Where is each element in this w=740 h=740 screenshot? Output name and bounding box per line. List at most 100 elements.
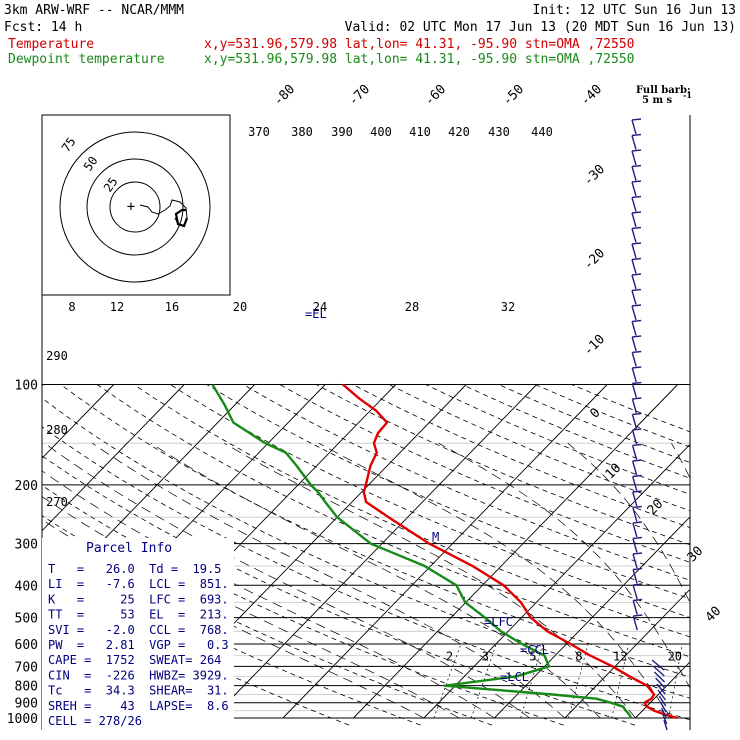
- valid-time: Valid: 02 UTC Mon 17 Jun 13 (20 MDT Sun …: [345, 20, 736, 35]
- pressure-tick-label: 1000: [7, 712, 38, 727]
- wind-barbs: [631, 118, 668, 731]
- isotherm-label: 30: [685, 544, 707, 566]
- wind-barb: [632, 598, 643, 615]
- parcel-info-row: SREH = 43 LAPSE= 8.6: [48, 699, 229, 713]
- hodograph-frame: [41, 114, 231, 296]
- dry-adiabat-line: [242, 384, 690, 726]
- isotherm-label: -50: [500, 82, 527, 109]
- wind-barb: [632, 583, 643, 600]
- dry-adiabat-line: [42, 384, 636, 726]
- wind-barb: [631, 211, 642, 228]
- mixing-ratio-label: 2: [446, 649, 453, 663]
- wind-barb: [652, 665, 665, 677]
- mixing-ratio-label: 8: [575, 649, 582, 663]
- barb-legend-label: Full barb:: [636, 85, 691, 96]
- hodograph-axis-label: 24: [313, 300, 327, 314]
- parcel-info-row: T = 26.0 Td = 19.5: [48, 562, 221, 576]
- wind-barb: [632, 567, 643, 584]
- wind-barb: [631, 459, 642, 476]
- pressure-tick-label: 300: [15, 538, 38, 553]
- wind-barb: [631, 428, 642, 445]
- dry-adiabat-line: [352, 384, 690, 726]
- isotherm-line: [353, 384, 679, 719]
- hodograph-ring: [109, 181, 161, 233]
- wind-barb: [631, 443, 642, 460]
- parcel-info-box: Parcel Info T = 26.0 Td = 19.5LI = -7.6 …: [42, 538, 234, 730]
- pressure-tick-label: 100: [15, 379, 38, 394]
- mixing-ratio-label: 5: [529, 649, 536, 663]
- wind-barb: [632, 505, 642, 522]
- wind-barb: [662, 713, 668, 725]
- temperature-legend: Temperature: [8, 37, 94, 52]
- wind-barb: [631, 195, 642, 212]
- parcel-info-row: SVI = -2.0 CCL = 768.: [48, 623, 229, 637]
- parcel-info-row: LI = -7.6 LCL = 851.: [48, 577, 229, 591]
- wind-barb: [655, 677, 666, 689]
- init-time: Init: 12 UTC Sun 16 Jun 13: [533, 3, 737, 18]
- mixing-ratio-line: [470, 643, 497, 719]
- dry-adiabat-line: [206, 384, 690, 726]
- mixing-ratio-label: 20: [668, 649, 682, 663]
- wind-barb: [653, 671, 666, 683]
- hodograph-ring-label: 75: [59, 135, 79, 155]
- hodograph-axis-label: 12: [110, 300, 124, 314]
- level-mark-m: M: [432, 530, 439, 544]
- isotherm-label: -80: [271, 82, 298, 109]
- wind-barb: [631, 304, 642, 321]
- hodograph-axis-label: 20: [233, 300, 247, 314]
- wind-barb: [631, 242, 642, 259]
- isotherm-label: -40: [578, 82, 605, 109]
- hodograph-ring-label: 25: [101, 175, 121, 195]
- theta-label: 390: [331, 125, 353, 139]
- wind-barb: [631, 350, 642, 367]
- wind-barb: [631, 412, 642, 429]
- level-mark-lfc: =LFC: [484, 615, 513, 629]
- moist-adiabat-line: [318, 442, 671, 719]
- mixing-ratio-line: [433, 643, 462, 719]
- isotherm-label: -10: [581, 332, 608, 359]
- wind-barb: [631, 226, 642, 243]
- dry-adiabat-line: [42, 384, 564, 726]
- moist-adiabat-line: [567, 442, 690, 719]
- theta-label: 420: [448, 125, 470, 139]
- theta-label: 400: [370, 125, 392, 139]
- wind-barb: [631, 180, 642, 197]
- dewpoint-legend: Dewpoint temperature: [8, 52, 165, 67]
- moist-adiabat-line: [224, 442, 636, 719]
- dry-adiabat-line: [279, 384, 690, 726]
- parcel-info-row: TT = 53 EL = 213.: [48, 608, 229, 622]
- isotherm-label: -60: [422, 82, 449, 109]
- hodograph-trace-bold: [174, 208, 189, 228]
- barb-legend-units-sup: -1: [683, 90, 692, 100]
- wind-barb: [631, 273, 642, 290]
- moist-adiabat-line: [92, 442, 566, 719]
- hodograph-axis-label: 8: [68, 300, 75, 314]
- wind-barb: [631, 319, 642, 336]
- theta-label: 290: [46, 349, 68, 363]
- wind-barb: [651, 659, 665, 671]
- pressure-tick-label: 400: [15, 579, 38, 594]
- wind-barb: [659, 701, 667, 713]
- hodograph-ring: [59, 131, 211, 283]
- wind-barb: [632, 536, 643, 553]
- parcel-info-row: K = 25 LFC = 693.: [48, 592, 229, 606]
- dry-adiabat-line: [42, 384, 690, 726]
- wind-barb: [632, 614, 643, 631]
- parcel-info-background: [42, 538, 234, 730]
- wind-barb: [631, 164, 642, 181]
- isotherm-line: [423, 384, 690, 719]
- wind-barb: [631, 149, 642, 166]
- theta-label: 270: [46, 495, 68, 509]
- mixing-ratio-label: 12: [613, 649, 627, 663]
- wind-barb: [631, 288, 642, 305]
- wind-barb: [631, 257, 642, 274]
- wind-barb: [631, 133, 642, 150]
- temperature-profile: [342, 383, 678, 720]
- hodograph-axis-label: 32: [501, 300, 515, 314]
- wind-barb: [632, 521, 642, 538]
- isotherm-line: [706, 385, 740, 719]
- theta-label: 440: [531, 125, 553, 139]
- wind-barb: [631, 335, 642, 352]
- forecast-hour: Fcst: 14 h: [4, 20, 82, 35]
- dry-adiabat-line: [60, 384, 690, 726]
